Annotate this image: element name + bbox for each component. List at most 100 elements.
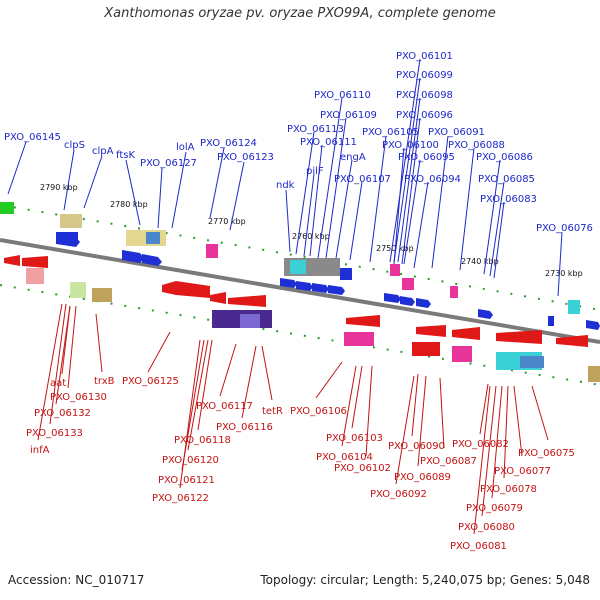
gene-label: PXO_06103: [326, 433, 383, 444]
forward-genes[interactable]: [56, 232, 600, 356]
gene-label: PXO_06085: [478, 174, 535, 185]
gene-label: PXO_06118: [174, 435, 231, 446]
gene-arrow: [22, 256, 48, 268]
gene-label: PXO_06098: [396, 90, 453, 101]
gene-arrow: [142, 254, 162, 266]
gene-arrow: [280, 278, 297, 288]
gene-label: PXO_06086: [476, 152, 533, 163]
gene-label: PXO_06096: [396, 110, 453, 121]
gene-box: [56, 232, 78, 242]
gene-label: PXO_06111: [300, 137, 357, 148]
gene-arrow: [162, 281, 210, 298]
gene-arrow: [416, 298, 431, 308]
kbp-label: 2790 kbp: [40, 183, 78, 192]
gene-label: PXO_06094: [404, 174, 461, 185]
gene-label: PXO_06102: [334, 463, 391, 474]
gene-arrow: [400, 296, 415, 306]
gene-label: PXO_06089: [394, 472, 451, 483]
gene-arrow: [328, 285, 345, 295]
gene-label: PXO_06106: [290, 406, 347, 417]
gene-label: PXO_06121: [158, 475, 215, 486]
gene-arrow: [296, 281, 313, 291]
gene-label: PXO_06081: [450, 541, 507, 552]
gene-label: PXO_06090: [388, 441, 445, 452]
gene-label: PXO_06117: [196, 401, 253, 412]
gene-label: tetR: [262, 406, 283, 417]
gene-label: PXO_06095: [398, 152, 455, 163]
gene-label: PXO_06105: [362, 127, 419, 138]
gene-label: PXO_06125: [122, 376, 179, 387]
gene-label: engA: [340, 152, 366, 163]
genome-summary-text: Topology: circular; Length: 5,240,075 bp…: [260, 573, 590, 587]
gene-label: PXO_06130: [50, 392, 107, 403]
gene-arrow: [4, 255, 20, 266]
reverse-genes[interactable]: [4, 255, 588, 347]
gene-label: PXO_06133: [26, 428, 83, 439]
gene-label: PXO_06113: [287, 124, 344, 135]
gene-arrow: [496, 330, 542, 344]
gene-label: PXO_06100: [382, 140, 439, 151]
track-upper-dots: [0, 204, 600, 311]
bottom-label-group: aat trxB PXO_06125 PXO_06130 PXO_06132 P…: [26, 303, 575, 552]
gene-label: lolA: [176, 142, 195, 153]
gene-box: [340, 268, 352, 280]
gene-arrow: [346, 315, 380, 327]
gene-arrow: [228, 295, 266, 307]
gene-label: ndk: [276, 180, 295, 191]
gene-label: PXO_06075: [518, 448, 575, 459]
top-label-group: PXO_06145 clpS clpA ftsK PXO_06127 lolA …: [4, 51, 593, 297]
gene-label: PXO_06145: [4, 132, 61, 143]
accession-text: Accession: NC_010717: [8, 573, 145, 587]
gene-arrow: [210, 292, 226, 304]
gene-label: PXO_06092: [370, 489, 427, 500]
gene-label: PXO_06078: [480, 484, 537, 495]
gene-label: PXO_06120: [162, 455, 219, 466]
map-title: Xanthomonas oryzae pv. oryzae PXO99A, co…: [104, 6, 496, 21]
feature-blocks: [0, 202, 600, 382]
gene-arrow: [384, 293, 401, 303]
gene-label: aat: [50, 378, 66, 389]
gene-arrow: [312, 283, 329, 293]
gene-arrow: [122, 250, 144, 263]
kbp-label: 2730 kbp: [545, 269, 583, 278]
gene-label: PXO_06082: [452, 439, 509, 450]
kbp-label: 2740 kbp: [461, 257, 499, 266]
gene-label: PXO_06091: [428, 127, 485, 138]
gene-arrow: [478, 309, 493, 319]
kbp-label: 2770 kbp: [208, 217, 246, 226]
gene-label: PXO_06083: [480, 194, 537, 205]
gene-label: PXO_06116: [216, 422, 273, 433]
gene-label: infA: [30, 445, 50, 456]
gene-label: PXO_06087: [420, 456, 477, 467]
gene-label: clpS: [64, 140, 85, 151]
gene-label: PXO_06101: [396, 51, 453, 62]
gene-arrow: [556, 335, 588, 347]
gene-label: PXO_06127: [140, 158, 197, 169]
genome-backbone: [0, 238, 600, 344]
gene-arrow: [416, 325, 446, 337]
gene-label: PXO_06104: [316, 452, 373, 463]
gene-label: PXO_06132: [34, 408, 91, 419]
gene-box: [548, 316, 554, 326]
gene-label: PXO_06088: [448, 140, 505, 151]
gene-arrow: [452, 327, 480, 340]
gene-label: ftsK: [116, 150, 135, 161]
gene-label: PXO_06079: [466, 503, 523, 514]
gene-label: PXO_06124: [200, 138, 257, 149]
gene-label: PXO_06123: [217, 152, 274, 163]
gene-label: PXO_06077: [494, 466, 551, 477]
gene-label: pilF: [306, 166, 324, 177]
kbp-label: 2780 kbp: [110, 200, 148, 209]
gene-label: PXO_06076: [536, 223, 593, 234]
gene-arrow: [586, 320, 600, 330]
gene-label: PXO_06107: [334, 174, 391, 185]
track-lower-dots: [0, 284, 600, 386]
gene-label: clpA: [92, 146, 114, 157]
gene-label: PXO_06099: [396, 70, 453, 81]
gene-label: PXO_06122: [152, 493, 209, 504]
gene-label: PXO_06080: [458, 522, 515, 533]
gene-label: PXO_06110: [314, 90, 371, 101]
gene-label: PXO_06109: [320, 110, 377, 121]
kbp-label: 2760 kbp: [292, 232, 330, 241]
